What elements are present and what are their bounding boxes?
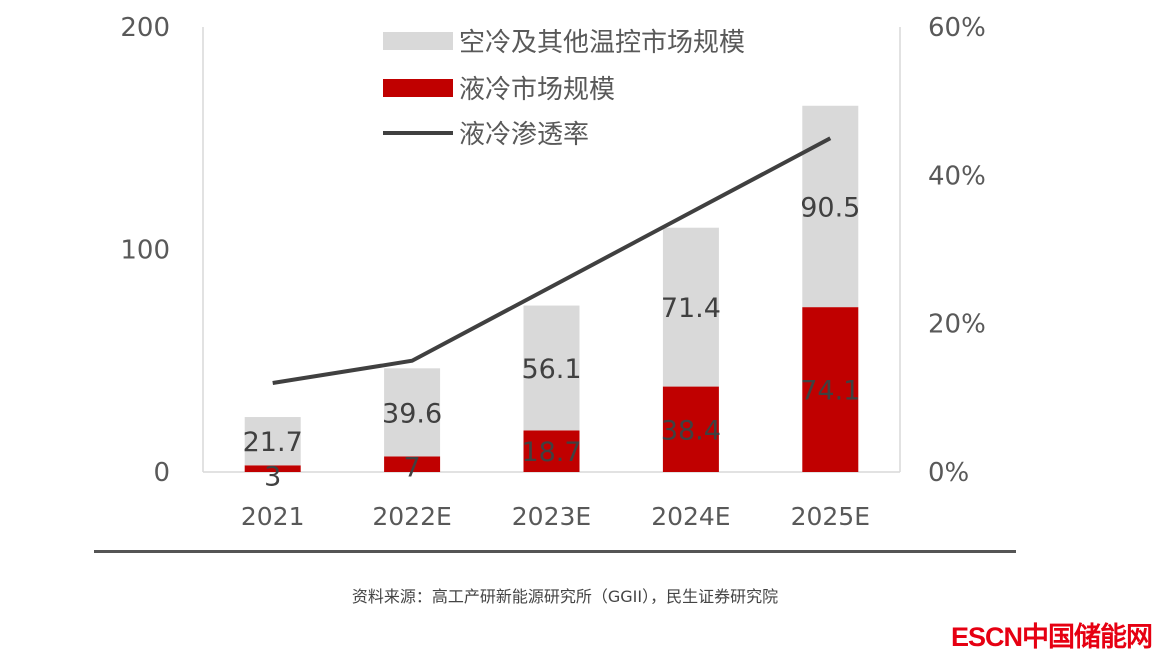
right-tick-label: 0% [928, 458, 969, 488]
left-tick-label: 200 [120, 13, 170, 43]
x-tick-label: 2021 [241, 502, 305, 531]
x-tick-label: 2025E [791, 502, 870, 531]
x-tick-label: 2022E [372, 502, 451, 531]
bar-liquid-cooling [384, 456, 441, 472]
logo: ESCN中国储能网 [950, 622, 1153, 652]
data-label-liquid: 18.7 [521, 437, 581, 468]
legend-label-rate: 液冷渗透率 [459, 120, 589, 150]
data-label-liquid: 3 [264, 461, 281, 492]
bar-liquid-cooling [244, 465, 301, 472]
right-tick-label: 20% [928, 310, 986, 340]
divider [94, 550, 1016, 553]
bar-liquid-cooling [662, 386, 719, 472]
bar-liquid-cooling [802, 307, 859, 472]
legend-swatch-liquid [383, 79, 453, 97]
left-tick-label: 0 [153, 458, 170, 488]
legend-label-liquid: 液冷市场规模 [459, 75, 615, 105]
x-tick-label: 2023E [512, 502, 591, 531]
data-label-air: 71.4 [661, 293, 721, 324]
bar-air-cooling [384, 368, 441, 457]
left-tick-label: 100 [120, 236, 170, 266]
source-note: 资料来源：高工产研新能源研究所（GGII），民生证券研究院 [351, 587, 779, 606]
right-tick-label: 60% [928, 13, 986, 43]
x-tick-label: 2024E [651, 502, 730, 531]
bar-air-cooling [523, 305, 580, 431]
bar-air-cooling [662, 227, 719, 387]
data-label-air: 39.6 [382, 398, 442, 429]
data-label-liquid: 74.1 [800, 376, 860, 407]
legend-swatch-air [383, 32, 453, 50]
data-label-liquid: 7 [404, 452, 421, 483]
data-label-liquid: 38.4 [661, 415, 721, 446]
bar-liquid-cooling [523, 430, 580, 472]
data-label-air: 90.5 [800, 192, 860, 223]
legend-label-air: 空冷及其他温控市场规模 [459, 28, 745, 58]
data-label-air: 56.1 [521, 354, 581, 385]
data-label-air: 21.7 [243, 427, 303, 458]
bar-air-cooling [244, 417, 301, 466]
right-tick-label: 40% [928, 161, 986, 191]
chart: 0 100 200 0% 20% 40% 60% 2021 21.73 2022E 39.6 7 202… [120, 13, 986, 531]
